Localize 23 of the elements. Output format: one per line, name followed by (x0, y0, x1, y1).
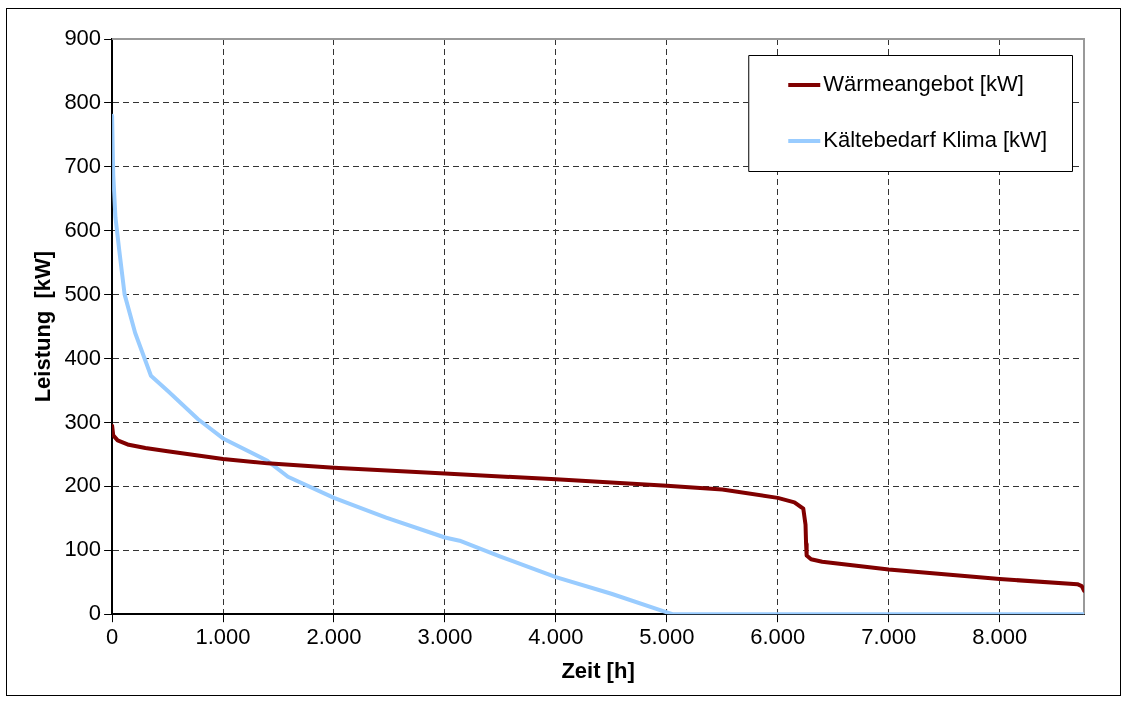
x-tick-label: 8.000 (972, 624, 1028, 650)
y-tick-label: 600 (64, 216, 102, 242)
x-tick-label: 7.000 (861, 624, 917, 650)
x-tick-label: 4.000 (528, 624, 584, 650)
legend-label: Wärmeangebot [kW] (823, 71, 1024, 97)
y-tick-label: 400 (64, 344, 102, 370)
x-tick-label: 5.000 (639, 624, 695, 650)
y-tick-label: 200 (64, 472, 102, 498)
y-tick-label: 700 (64, 152, 102, 178)
x-axis-title: Zeit [h] (561, 657, 635, 683)
y-tick-label: 300 (64, 408, 102, 434)
y-tick-label: 800 (64, 88, 102, 114)
y-tick-label: 900 (64, 25, 102, 51)
y-tick-label: 500 (64, 280, 102, 306)
y-tick-label: 0 (88, 600, 102, 626)
x-tick-label: 2.000 (306, 624, 362, 650)
y-axis-title: Leistung [kW] (30, 250, 56, 403)
y-tick-label: 100 (64, 536, 102, 562)
x-tick-label: 0 (105, 624, 119, 650)
x-tick-label: 6.000 (750, 624, 806, 650)
x-tick-label: 3.000 (417, 624, 473, 650)
x-tick-label: 1.000 (195, 624, 251, 650)
legend-label: Kältebedarf Klima [kW] (823, 127, 1047, 153)
